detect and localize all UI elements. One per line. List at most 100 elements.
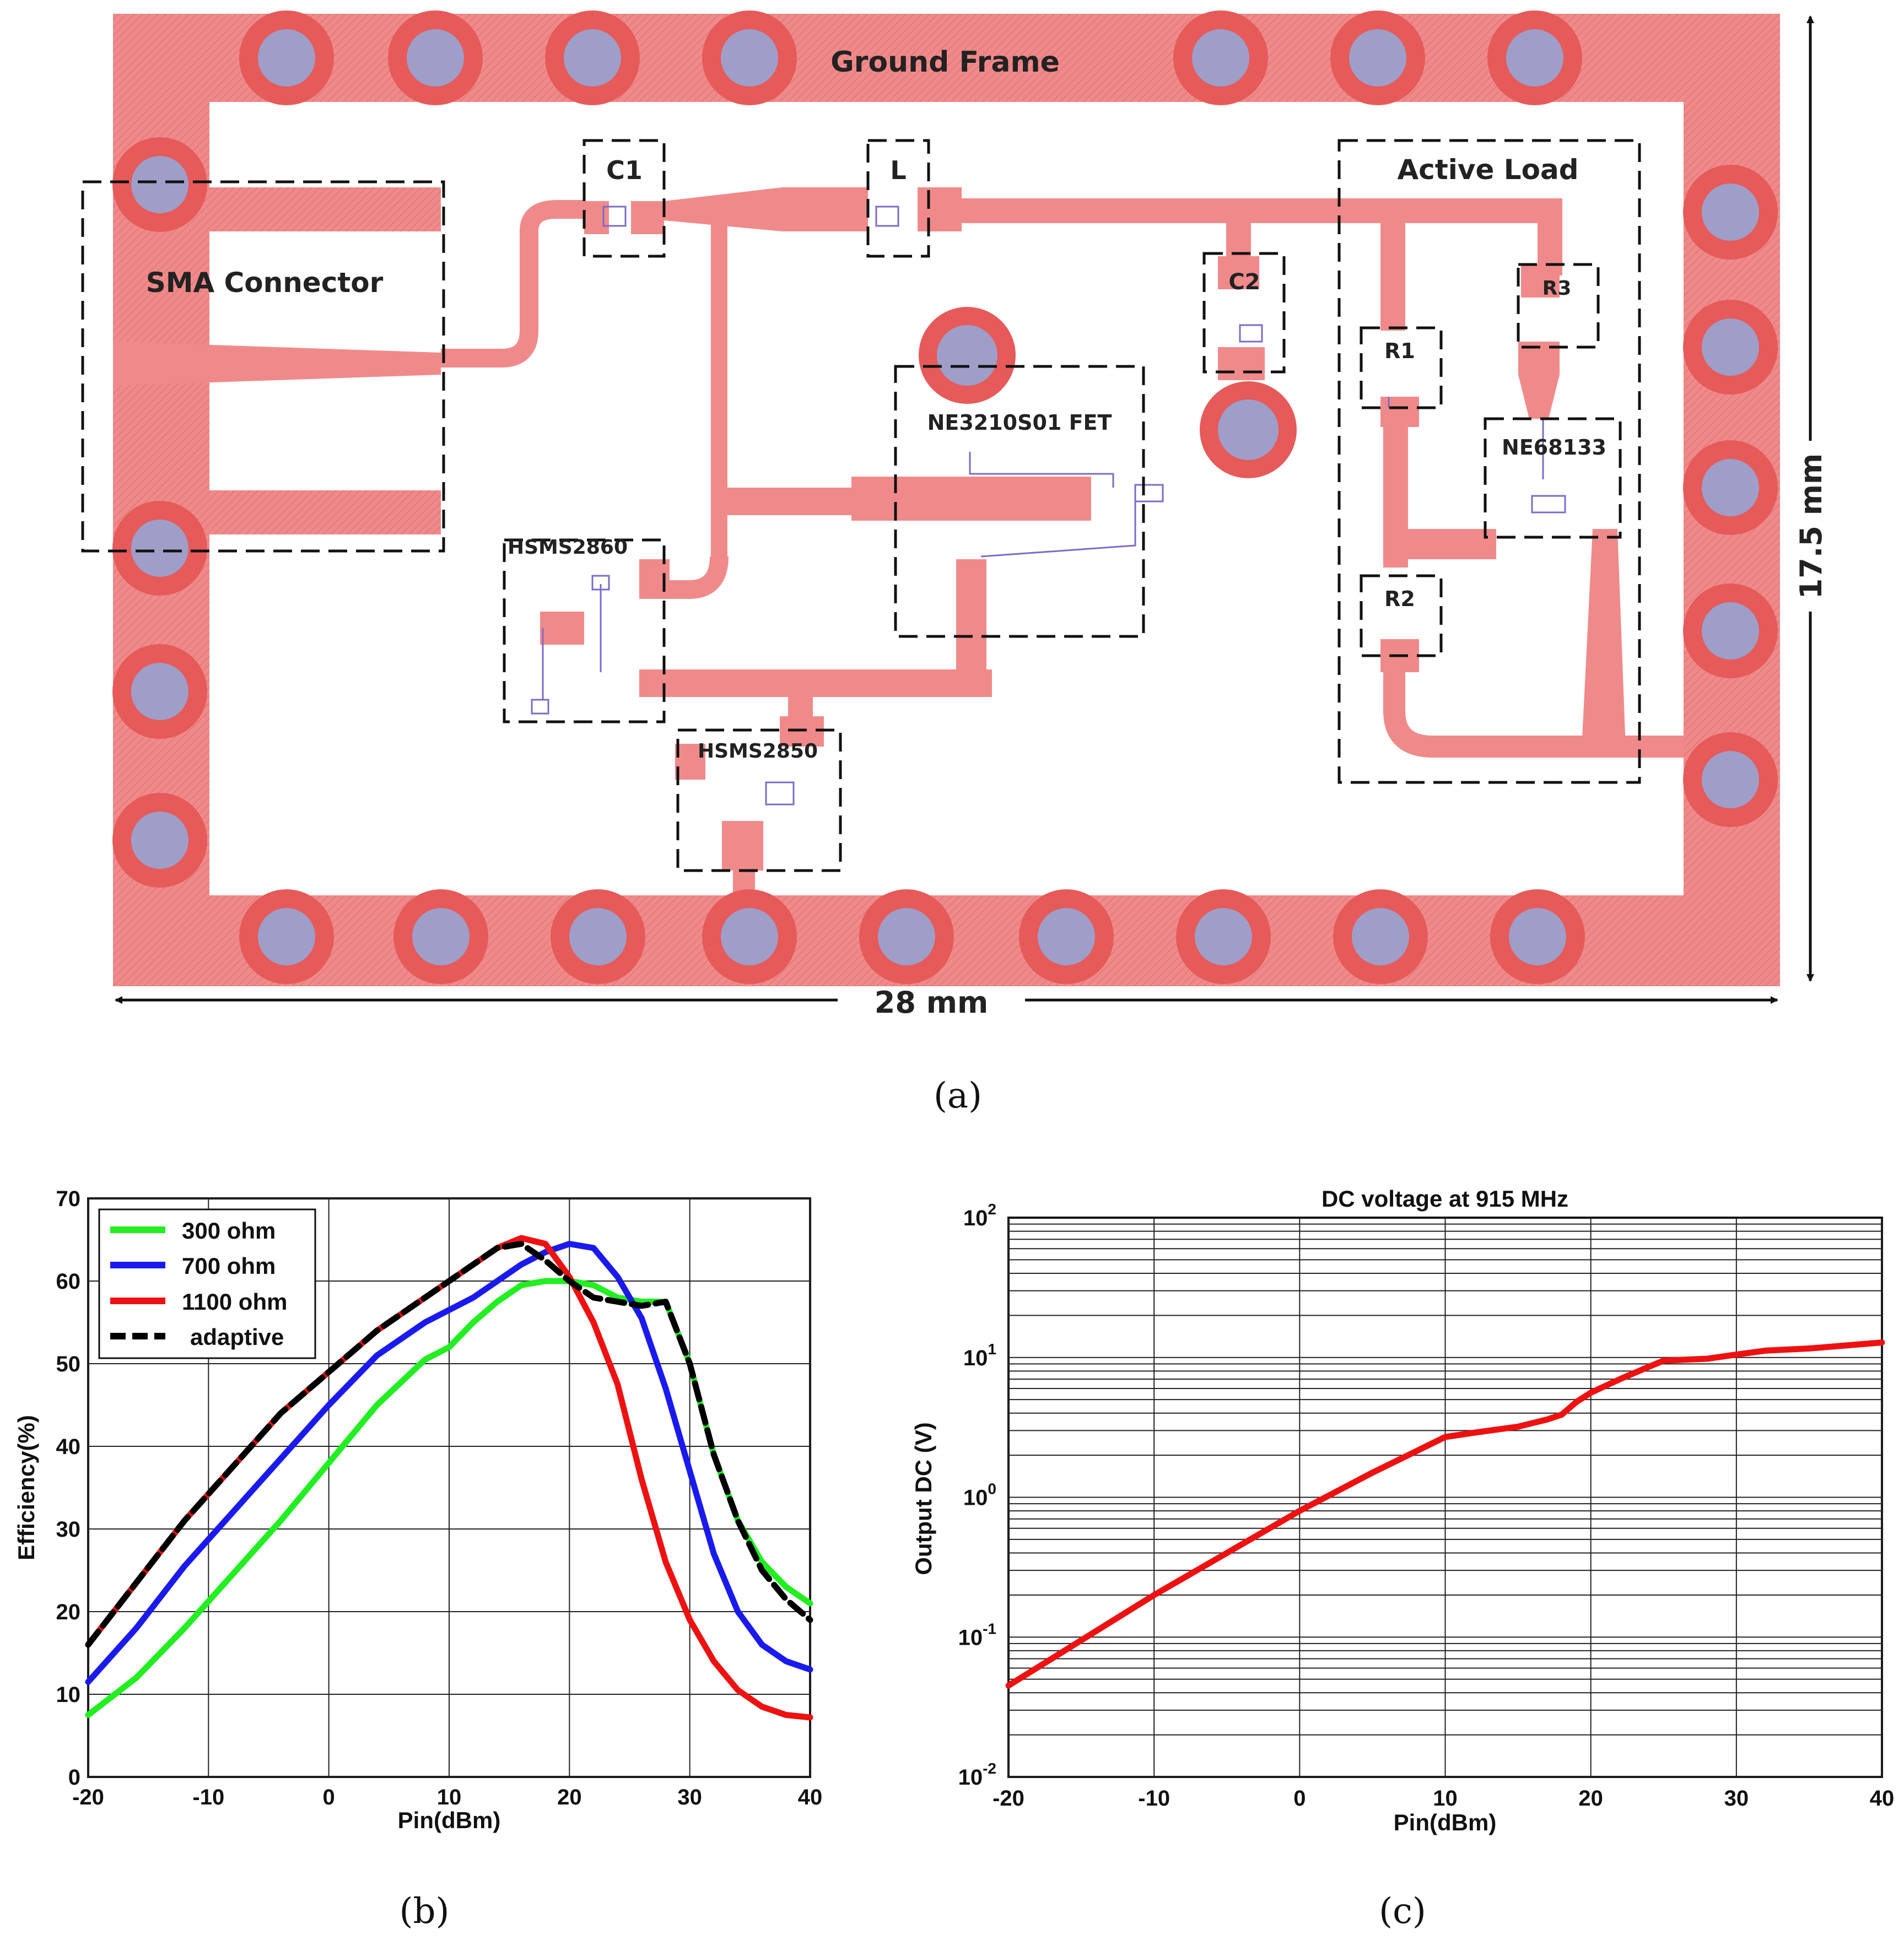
via-pad bbox=[1038, 908, 1095, 965]
via-pad bbox=[564, 29, 621, 87]
c2-box bbox=[1202, 252, 1286, 374]
x-tick-label: 0 bbox=[1293, 1786, 1306, 1811]
x-tick-label: 0 bbox=[323, 1785, 335, 1809]
via-pad bbox=[1352, 908, 1409, 965]
y-tick-label: 102 bbox=[963, 1201, 996, 1230]
caption-c: (c) bbox=[1379, 1891, 1426, 1932]
chart-b-xlabel: Pin(dBm) bbox=[398, 1807, 501, 1833]
caption-b: (b) bbox=[400, 1891, 450, 1932]
via-pad bbox=[878, 908, 935, 965]
chart-c-ticks: -20 -10 0 10 20 30 40 10-2 10-1 100 101 102 bbox=[958, 1201, 1895, 1811]
y-tick-label: 0 bbox=[68, 1765, 80, 1790]
via-pad bbox=[1702, 459, 1759, 516]
c1-box bbox=[582, 139, 666, 258]
via-pad bbox=[131, 812, 188, 869]
hsms2850-label: HSMS2850 bbox=[698, 740, 818, 763]
via-pad bbox=[1349, 29, 1406, 87]
ne68133-label: NE68133 bbox=[1502, 435, 1606, 460]
via-pad bbox=[1509, 908, 1566, 965]
r2-label: R2 bbox=[1384, 587, 1415, 611]
y-tick-label: 40 bbox=[56, 1435, 81, 1459]
via-pad bbox=[1702, 751, 1759, 808]
y-tick-label: 20 bbox=[56, 1600, 81, 1624]
c2-label: C2 bbox=[1228, 269, 1260, 295]
x-tick-label: 20 bbox=[1578, 1786, 1603, 1811]
hsms2860-box bbox=[503, 538, 666, 723]
x-tick-label: 30 bbox=[677, 1785, 702, 1809]
x-tick-label: 10 bbox=[437, 1785, 462, 1809]
series-line-output-dc bbox=[1005, 1339, 1885, 1689]
via-pad bbox=[258, 908, 315, 965]
l-box bbox=[866, 139, 930, 258]
via-pad bbox=[1702, 318, 1759, 376]
x-tick-label: 20 bbox=[557, 1785, 582, 1809]
vias bbox=[112, 10, 1778, 984]
hsms2860-label: HSMS2860 bbox=[508, 536, 628, 559]
via-pad bbox=[407, 29, 464, 87]
series-line-adaptive bbox=[85, 1241, 813, 1648]
l-label: L bbox=[890, 155, 906, 185]
via-pad bbox=[1195, 908, 1252, 965]
sma-label: SMA Connector bbox=[146, 267, 384, 299]
via-pad bbox=[1702, 183, 1759, 241]
chart-b-grid bbox=[88, 1198, 811, 1777]
y-tick-label: 70 bbox=[56, 1187, 81, 1211]
width-label: 28 mm bbox=[875, 985, 988, 1020]
x-tick-label: -20 bbox=[72, 1785, 104, 1809]
dc-voltage-chart: -20 -10 0 10 20 30 40 10-2 10-1 100 101 102 DC volt… bbox=[910, 1186, 1894, 1932]
r1-label: R1 bbox=[1384, 339, 1415, 363]
via-pad bbox=[937, 325, 997, 386]
active-load-box bbox=[1337, 139, 1641, 784]
c1-label: C1 bbox=[606, 155, 643, 185]
pcb-layout: Ground Frame SMA Connector C1 L C2 NE321… bbox=[81, 10, 1829, 1116]
y-tick-label: 10-1 bbox=[958, 1620, 996, 1650]
r2-box bbox=[1360, 574, 1443, 657]
caption-a: (a) bbox=[934, 1076, 982, 1116]
chart-c-lines bbox=[1005, 1339, 1885, 1689]
y-tick-label: 50 bbox=[56, 1352, 81, 1376]
via-pad bbox=[1192, 29, 1249, 87]
traces bbox=[113, 187, 1684, 901]
chart-b-ylabel: Efficiency(%) bbox=[13, 1415, 39, 1560]
chart-c-title: DC voltage at 915 MHz bbox=[1322, 1186, 1568, 1212]
ne68133-box bbox=[1484, 417, 1622, 539]
via-pad bbox=[258, 29, 315, 87]
series-line-700-ohm bbox=[85, 1241, 813, 1685]
chart-b-legend: 300 ohm 700 ohm 1100 ohm adaptive bbox=[98, 1208, 316, 1359]
via-pad bbox=[131, 156, 188, 213]
via-pad bbox=[1218, 399, 1279, 460]
y-tick-label: 30 bbox=[56, 1517, 81, 1542]
via-pad bbox=[721, 908, 778, 965]
via-pad bbox=[131, 520, 188, 577]
legend-label-adaptive: adaptive bbox=[190, 1324, 284, 1350]
legend-label-300: 300 ohm bbox=[182, 1218, 276, 1244]
y-tick-label: 100 bbox=[963, 1480, 996, 1510]
active-load-label: Active Load bbox=[1397, 154, 1578, 186]
component-boxes bbox=[81, 139, 1641, 872]
legend-label-1100: 1100 ohm bbox=[182, 1289, 287, 1315]
chart-c-grid bbox=[1008, 1218, 1883, 1777]
chart-b-lines bbox=[85, 1235, 813, 1721]
fet-box bbox=[894, 365, 1145, 638]
sma-box bbox=[81, 180, 445, 553]
x-tick-label: -10 bbox=[1138, 1786, 1170, 1811]
via-pad bbox=[1702, 602, 1759, 660]
x-tick-label: -10 bbox=[192, 1785, 224, 1809]
y-tick-label: 10-2 bbox=[958, 1760, 996, 1790]
via-pad bbox=[131, 663, 188, 720]
fet-label: NE3210S01 FET bbox=[927, 410, 1112, 435]
r3-box bbox=[1517, 263, 1600, 349]
x-tick-label: -20 bbox=[993, 1786, 1024, 1811]
chart-c-ylabel: Output DC (V) bbox=[910, 1422, 936, 1575]
via-pad bbox=[569, 908, 627, 965]
r1-box bbox=[1360, 326, 1443, 409]
height-label: 17.5 mm bbox=[1794, 453, 1829, 599]
x-tick-label: 10 bbox=[1433, 1786, 1458, 1811]
ground-frame-label: Ground Frame bbox=[830, 46, 1060, 79]
x-tick-label: 30 bbox=[1724, 1786, 1749, 1811]
legend-label-700: 700 ohm bbox=[182, 1253, 276, 1279]
x-tick-label: 40 bbox=[798, 1785, 823, 1809]
x-tick-label: 40 bbox=[1870, 1786, 1895, 1811]
